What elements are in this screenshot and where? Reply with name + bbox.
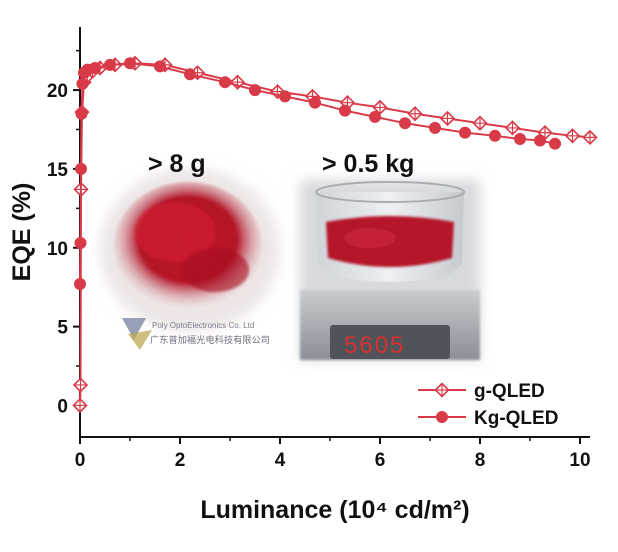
data-point — [124, 57, 136, 70]
data-point — [249, 84, 261, 97]
data-point — [74, 237, 87, 250]
vendor-name-cn: 广东普加福光电科技有限公司 — [150, 334, 270, 345]
y-axis-ticks: 0 5 10 15 20 — [47, 49, 80, 417]
legend-entry: Kg-QLED — [418, 408, 558, 429]
data-point — [429, 121, 441, 134]
scale-display: 5605 — [344, 332, 405, 359]
legend-marker — [434, 382, 450, 398]
data-point — [74, 278, 86, 291]
data-point — [472, 115, 488, 131]
x-axis-ticks: 0 2 4 6 8 10 — [75, 437, 591, 471]
x-axis-label: Luminance (10⁴ cd/m²) — [200, 496, 469, 524]
data-point — [89, 62, 101, 74]
data-point — [514, 132, 526, 145]
data-point — [504, 120, 521, 136]
legend-marker — [436, 411, 448, 423]
photo-dish-0-5kg: 5605 — [300, 180, 480, 360]
legend-label: g-QLED — [474, 381, 545, 402]
data-point — [72, 377, 89, 393]
data-point — [399, 117, 411, 130]
y-tick-label: 0 — [57, 396, 68, 417]
x-tick-label: 4 — [275, 450, 286, 471]
vendor-name-en: Poly OptoElectronics Co. Ltd — [152, 321, 254, 330]
x-tick-label: 6 — [375, 450, 386, 471]
photo-powder-8g: Poly OptoElectronics Co. Ltd 广东普加福光电科技有限… — [100, 168, 280, 350]
data-point — [154, 60, 166, 73]
legend: g-QLED Kg-QLED — [418, 381, 558, 429]
data-point — [407, 106, 423, 122]
annotation-8g: > 8 g — [148, 150, 206, 178]
data-point — [184, 68, 196, 81]
y-tick-label: 15 — [47, 160, 69, 181]
vendor-logo-icon — [122, 318, 152, 350]
x-tick-label: 10 — [569, 450, 590, 471]
data-point — [76, 77, 89, 90]
y-tick-label: 5 — [57, 318, 68, 339]
series-kg-qled — [74, 57, 561, 291]
data-point — [309, 96, 321, 109]
data-point — [564, 128, 581, 144]
x-tick-label: 8 — [475, 450, 486, 471]
x-tick-label: 0 — [75, 450, 86, 471]
data-point — [75, 107, 88, 120]
x-tick-label: 2 — [175, 450, 186, 471]
data-point — [369, 110, 381, 123]
data-point — [582, 129, 598, 146]
data-point — [549, 137, 561, 150]
data-point — [534, 134, 546, 147]
data-point — [75, 162, 87, 175]
legend-entry: g-QLED — [418, 381, 545, 402]
y-axis-label: EQE (%) — [8, 183, 36, 282]
data-point — [489, 129, 501, 142]
data-point — [279, 90, 291, 103]
data-point — [459, 126, 471, 139]
y-tick-label: 10 — [47, 239, 68, 260]
legend-label: Kg-QLED — [474, 408, 558, 429]
y-tick-label: 20 — [47, 81, 68, 102]
data-point — [339, 104, 351, 117]
data-point — [104, 58, 116, 71]
data-point — [219, 76, 231, 89]
data-point — [439, 110, 456, 127]
annotation-0-5kg: > 0.5 kg — [322, 150, 414, 178]
series-layer — [72, 55, 598, 414]
data-point — [72, 397, 88, 414]
